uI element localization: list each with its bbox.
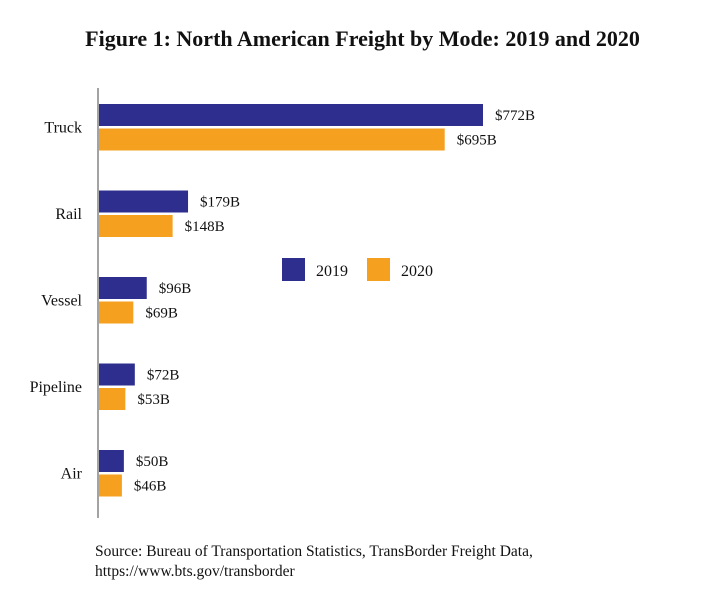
- data-label-air-2019: $50B: [136, 454, 169, 470]
- category-label-air: Air: [61, 465, 83, 482]
- data-label-rail-2020: $148B: [185, 219, 225, 235]
- bar-rail-2019: [99, 190, 189, 213]
- chart-title: Figure 1: North American Freight by Mode…: [85, 26, 640, 51]
- category-label-vessel: Vessel: [41, 292, 82, 309]
- category-label-rail: Rail: [55, 206, 82, 223]
- data-label-air-2020: $46B: [134, 479, 167, 495]
- legend-swatch-2020: [367, 258, 390, 281]
- legend-label-2020: 2020: [401, 263, 433, 280]
- category-label-truck: Truck: [44, 119, 82, 136]
- bar-truck-2020: [99, 128, 445, 151]
- data-label-vessel-2020: $69B: [145, 306, 178, 322]
- bar-rail-2020: [99, 215, 173, 237]
- data-label-truck-2019: $772B: [495, 108, 535, 124]
- data-label-rail-2019: $179B: [200, 195, 240, 211]
- bar-pipeline-2020: [99, 388, 126, 410]
- data-label-truck-2020: $695B: [457, 133, 497, 149]
- data-label-pipeline-2019: $72B: [147, 368, 180, 384]
- source-line-1: Source: Bureau of Transportation Statist…: [95, 543, 533, 560]
- bar-air-2020: [99, 474, 122, 497]
- data-label-vessel-2019: $96B: [159, 281, 192, 297]
- bar-group: Truck $772B $695B Rail $179B $148B Vessel $96B $…: [30, 104, 535, 497]
- legend: 2019 2020: [282, 258, 433, 281]
- bar-pipeline-2019: [99, 363, 135, 386]
- bar-air-2019: [99, 450, 124, 472]
- bar-vessel-2020: [99, 301, 134, 324]
- source-line-2: https://www.bts.gov/transborder: [95, 563, 295, 580]
- legend-label-2019: 2019: [316, 263, 348, 280]
- bar-vessel-2019: [99, 277, 147, 299]
- legend-swatch-2019: [282, 258, 305, 281]
- bar-truck-2019: [99, 104, 483, 126]
- category-label-pipeline: Pipeline: [30, 379, 82, 396]
- data-label-pipeline-2020: $53B: [137, 392, 170, 408]
- source-note: Source: Bureau of Transportation Statist…: [95, 542, 533, 582]
